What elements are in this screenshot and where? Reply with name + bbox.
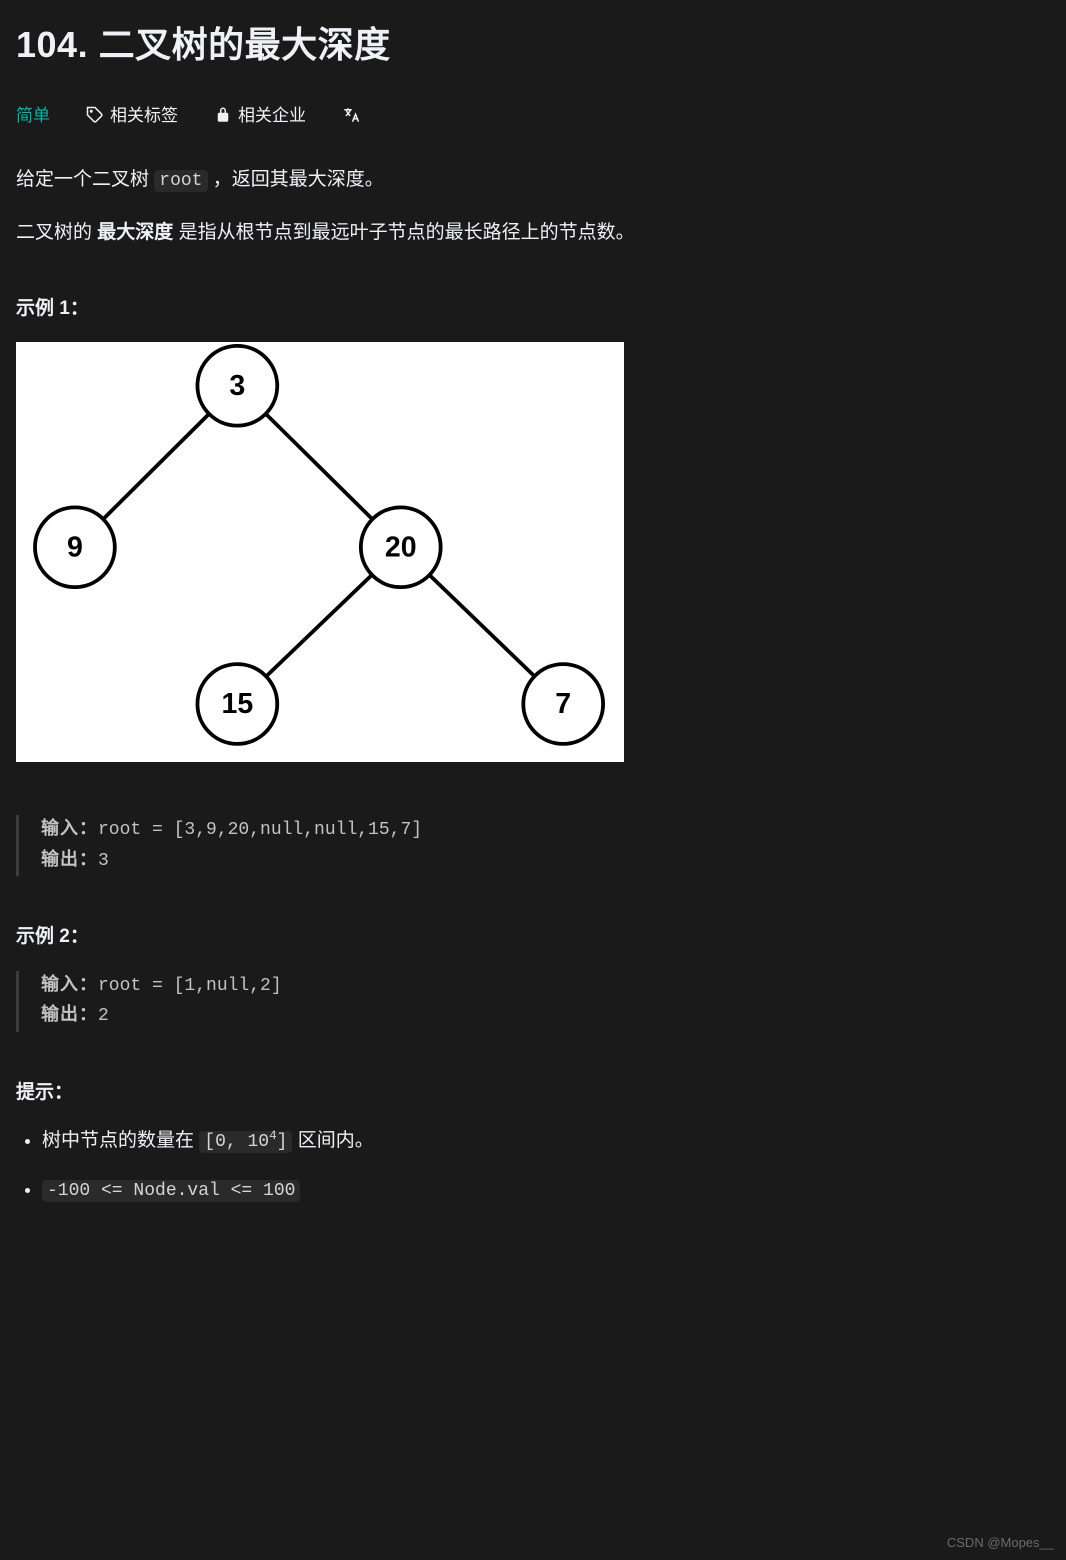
difficulty-label: 简单	[16, 102, 50, 129]
bold-max-depth: 最大深度	[97, 222, 173, 243]
svg-text:7: 7	[555, 688, 571, 720]
hints-heading: 提示：	[16, 1078, 1050, 1108]
example1-output-value: 3	[98, 851, 109, 871]
svg-text:9: 9	[67, 532, 83, 564]
example1-codeblock: 输入：root = [3,9,20,null,null,15,7] 输出：3	[16, 815, 1050, 876]
hint-item-1: 树中节点的数量在 [0, 104] 区间内。	[42, 1126, 1050, 1157]
example2-output-label: 输出：	[41, 1006, 98, 1026]
tags-label: 相关标签	[110, 102, 178, 129]
inline-code-root: root	[154, 170, 207, 192]
example2-codeblock: 输入：root = [1,null,2] 输出：2	[16, 971, 1050, 1032]
companies-label: 相关企业	[238, 102, 306, 129]
problem-title: 104. 二叉树的最大深度	[16, 16, 1050, 74]
tag-icon	[86, 106, 104, 124]
difficulty-tab[interactable]: 简单	[16, 102, 50, 129]
svg-text:3: 3	[229, 370, 245, 402]
desc-paragraph-1: 给定一个二叉树 root ，返回其最大深度。	[16, 165, 1050, 196]
desc-paragraph-2: 二叉树的 最大深度 是指从根节点到最远叶子节点的最长路径上的节点数。	[16, 218, 1050, 248]
tags-tab[interactable]: 相关标签	[86, 102, 178, 129]
example1-output-label: 输出：	[41, 851, 98, 871]
lock-icon	[214, 106, 232, 124]
hint2-code: -100 <= Node.val <= 100	[42, 1180, 300, 1202]
svg-text:20: 20	[385, 532, 417, 564]
companies-tab[interactable]: 相关企业	[214, 102, 306, 129]
example1-heading: 示例 1：	[16, 294, 1050, 324]
problem-description: 给定一个二叉树 root ，返回其最大深度。 二叉树的 最大深度 是指从根节点到…	[16, 165, 1050, 248]
svg-text:15: 15	[221, 688, 253, 720]
example2-heading: 示例 2：	[16, 922, 1050, 952]
tree-diagram: 3 9 20 15 7	[16, 342, 624, 762]
example2-input-label: 输入：	[41, 976, 98, 996]
watermark: CSDN @Mopes__	[947, 1533, 1054, 1554]
example1-input-label: 输入：	[41, 820, 98, 840]
tabs-row: 简单 相关标签 相关企业	[16, 102, 1050, 129]
translate-icon	[342, 106, 360, 124]
hint-item-2: -100 <= Node.val <= 100	[42, 1175, 1050, 1206]
example2-input-value: root = [1,null,2]	[98, 976, 282, 996]
hint1-code: [0, 104]	[199, 1131, 292, 1153]
translate-tab[interactable]	[342, 106, 360, 124]
hints-section: 提示： 树中节点的数量在 [0, 104] 区间内。 -100 <= Node.…	[16, 1078, 1050, 1206]
example2-output-value: 2	[98, 1006, 109, 1026]
example1-input-value: root = [3,9,20,null,null,15,7]	[98, 820, 422, 840]
